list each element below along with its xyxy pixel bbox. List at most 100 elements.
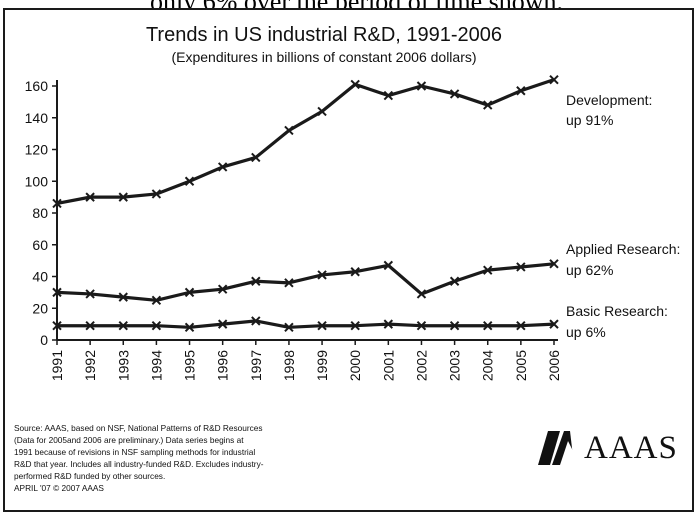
data-point [549,319,559,329]
source-line: R&D that year. Includes all industry-fun… [14,459,264,469]
series-label-change: up 6% [566,324,606,340]
data-point [251,276,261,286]
source-line: 1991 because of revisions in NSF samplin… [14,447,256,457]
data-point [151,321,162,331]
data-point [317,270,327,280]
x-tick-label: 1994 [148,350,164,381]
data-point [483,100,493,110]
x-tick-label: 1995 [182,350,198,381]
data-point [52,321,62,331]
aaas-logo-icon [538,431,580,465]
data-point [284,125,294,136]
series-label-title: Basic Research: [566,303,668,319]
series-development [52,74,559,209]
data-point [217,319,228,329]
data-point [251,316,261,326]
x-tick-label: 1999 [314,350,330,381]
data-point [184,176,195,186]
series-basic-research [52,316,559,333]
y-tick-label: 160 [25,78,49,94]
data-point [85,321,95,331]
x-tick-label: 1993 [115,350,131,381]
data-point [184,287,195,298]
data-point [416,321,427,331]
x-tick-label: 1992 [82,350,98,381]
data-point [151,295,162,306]
chart-title: Trends in US industrial R&D, 1991-2006 [146,24,502,46]
data-point [383,260,394,271]
data-point [52,198,62,209]
x-tick-label: 2005 [513,350,529,381]
series-applied-research [52,259,559,306]
data-point [184,322,195,333]
x-tick-label: 2002 [413,350,429,381]
data-point [449,321,460,331]
data-point [516,86,526,96]
chart-frame [3,8,694,512]
data-point [449,89,460,99]
data-point [85,289,95,299]
data-point [350,267,360,277]
x-tick-label: 2001 [380,350,396,381]
data-point [118,292,128,302]
data-point [85,192,95,202]
x-tick-label: 2004 [480,350,496,381]
y-tick-label: 140 [25,110,49,126]
x-tick-label: 1997 [248,350,264,381]
series-labels: Development: up 91% Applied Research: up 62… [566,92,680,340]
data-point [118,321,128,331]
data-point [284,278,294,288]
x-tick-label: 1998 [281,350,297,381]
data-point [217,162,228,172]
logo-text: AAAS [584,429,678,466]
series-label-change: up 91% [566,112,613,128]
series-layer [52,74,559,333]
data-point [549,74,559,85]
axes: 0 20 40 60 80 100 120 140 160 1991 1992 1993 1994 199… [25,78,562,381]
series-line [56,78,555,206]
data-point [317,106,327,117]
x-tick-label: 1991 [49,350,65,381]
series-line [57,319,555,329]
series-label-change: up 62% [566,262,613,278]
data-point [483,321,493,331]
y-tick-label: 0 [40,332,48,348]
data-point [317,321,327,331]
data-point [416,289,427,299]
x-tick-label: 2003 [447,350,463,381]
series-line [56,262,555,302]
data-point [549,259,559,269]
x-tick-label: 1996 [215,350,231,381]
data-point [383,90,394,101]
y-tick-label: 120 [25,142,49,158]
source-line: Source: AAAS, based on NSF, National Pat… [14,423,263,433]
data-point [118,192,128,202]
x-tick-label: 2006 [546,350,562,381]
y-tick-label: 60 [32,237,48,253]
data-point [516,262,526,272]
series-label-title: Applied Research: [566,241,680,257]
y-tick-label: 100 [25,173,49,189]
series-label-title: Development: [566,92,652,108]
data-point [516,321,526,331]
chart-subtitle: (Expenditures in billions of constant 20… [171,49,476,65]
source-line: APRIL '07 © 2007 AAAS [14,483,104,493]
source-line: (Data for 2005and 2006 are preliminary.)… [14,435,244,445]
source-line: performed R&D funded by other sources. [14,471,166,481]
data-point [449,276,460,286]
data-point [383,319,394,329]
data-point [416,81,427,91]
data-point [151,189,162,199]
data-point [483,265,493,275]
data-point [52,287,62,298]
data-point [251,152,261,163]
data-point [350,321,360,331]
x-tick-label: 2000 [347,350,363,381]
data-point [217,284,228,294]
source-note: Source: AAAS, based on NSF, National Pat… [14,422,354,494]
y-tick-label: 40 [32,269,48,285]
y-tick-label: 20 [32,300,48,316]
data-point [284,322,294,333]
y-tick-label: 80 [32,205,48,221]
